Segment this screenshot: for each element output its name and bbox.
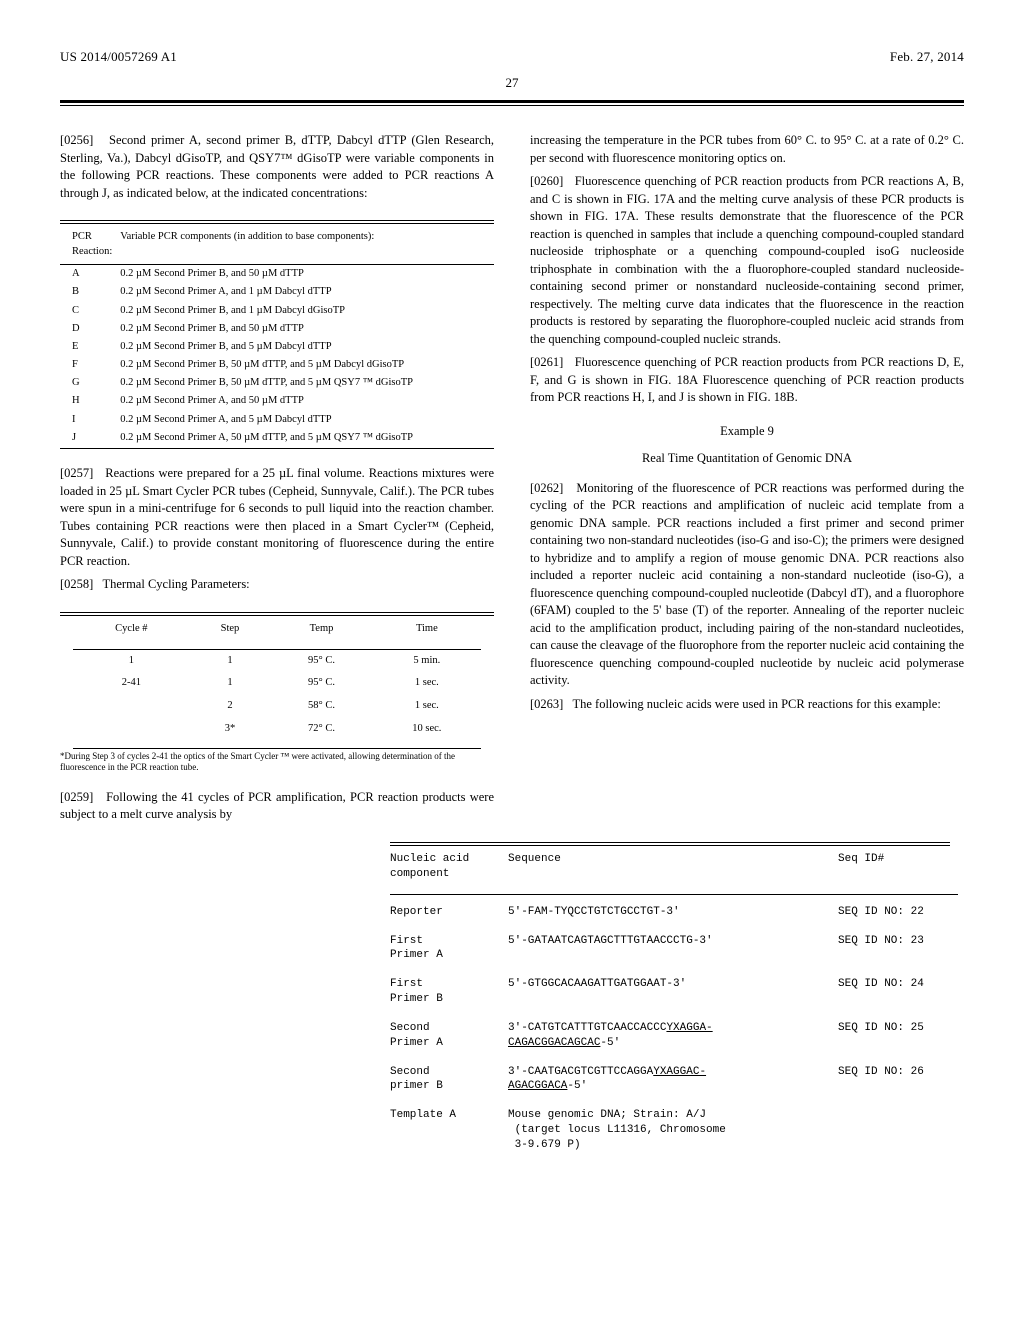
tbl2-r3c3: 58° C.: [270, 695, 372, 718]
tbl3-r1c2: 5'-FAM-TYQCCTGTCTGCCTGT-3': [508, 894, 838, 923]
body-columns: [0256] Second primer A, second primer B,…: [60, 132, 964, 830]
tbl3-r1c1: Reporter: [390, 894, 508, 923]
thermal-cycling-table-wrap: Cycle # Step Temp Time 1 1 95° C. 5 min.: [60, 612, 494, 773]
publication-date: Feb. 27, 2014: [890, 48, 964, 66]
tbl2-h-cycle: Cycle #: [73, 618, 190, 641]
left-column: [0256] Second primer A, second primer B,…: [60, 132, 494, 830]
tbl2-r1c1: 1: [73, 649, 190, 672]
tbl1-E-label: E: [60, 338, 116, 356]
tbl3-h1: Nucleic acidcomponent: [390, 848, 508, 886]
tbl1-G-val: 0.2 µM Second Primer B, 50 µM dTTP, and …: [116, 374, 494, 392]
nucleic-acids-table: Nucleic acidcomponent Sequence Seq ID# R…: [390, 848, 958, 1157]
tbl1-F-label: F: [60, 356, 116, 374]
tbl3-r1c3: SEQ ID NO: 22: [838, 894, 958, 923]
tbl2-r2c3: 95° C.: [270, 672, 372, 695]
example-9-label: Example 9: [530, 423, 964, 441]
tbl1-H-val: 0.2 µM Second Primer A, and 50 µM dTTP: [116, 392, 494, 410]
para-0257: [0257] Reactions were prepared for a 25 …: [60, 465, 494, 570]
tbl3-r5c1: Secondprimer B: [390, 1055, 508, 1099]
tbl1-C-label: C: [60, 302, 116, 320]
tbl1-head-label: PCR Reaction:: [60, 226, 116, 262]
thermal-cycling-table: Cycle # Step Temp Time 1 1 95° C. 5 min.: [73, 618, 481, 749]
header-rule: [60, 100, 964, 106]
pcr-components-table: PCR Reaction: Variable PCR components (i…: [60, 226, 494, 449]
tbl1-G-label: G: [60, 374, 116, 392]
tbl3-h2: Sequence: [508, 848, 838, 886]
tbl1-head-label-l2: Reaction:: [72, 246, 112, 257]
tbl2-r3c2: 2: [190, 695, 271, 718]
tbl1-A-val: 0.2 µM Second Primer B, and 50 µM dTTP: [116, 265, 494, 284]
tbl1-I-val: 0.2 µM Second Primer A, and 5 µM Dabcyl …: [116, 411, 494, 429]
tbl1-C-val: 0.2 µM Second Primer B, and 1 µM Dabcyl …: [116, 302, 494, 320]
tbl1-E-val: 0.2 µM Second Primer B, and 5 µM Dabcyl …: [116, 338, 494, 356]
tbl1-head-label-l1: PCR: [72, 231, 92, 242]
tbl1-F-val: 0.2 µM Second Primer B, 50 µM dTTP, and …: [116, 356, 494, 374]
para-0258: [0258] Thermal Cycling Parameters:: [60, 576, 494, 594]
tbl3-r5c3: SEQ ID NO: 26: [838, 1055, 958, 1099]
tbl3-r3c2: 5'-GTGGCACAAGATTGATGGAAT-3': [508, 967, 838, 1011]
tbl2-r3c4: 1 sec.: [373, 695, 481, 718]
tbl1-head-desc: Variable PCR components (in addition to …: [116, 226, 494, 262]
example-9-title: Real Time Quantitation of Genomic DNA: [530, 450, 964, 468]
para-0260: [0260] Fluorescence quenching of PCR rea…: [530, 173, 964, 348]
tbl3-r6c1: Template A: [390, 1098, 508, 1157]
tbl1-I-label: I: [60, 411, 116, 429]
tbl2-r2c4: 1 sec.: [373, 672, 481, 695]
nucleic-acids-table-wrap: Nucleic acidcomponent Sequence Seq ID# R…: [390, 842, 964, 1157]
para-0263: [0263] The following nucleic acids were …: [530, 696, 964, 714]
tbl3-r3c1: FirstPrimer B: [390, 967, 508, 1011]
para-0259: [0259] Following the 41 cycles of PCR am…: [60, 789, 494, 824]
tbl2-r4c4: 10 sec.: [373, 718, 481, 741]
tbl3-r3c3: SEQ ID NO: 24: [838, 967, 958, 1011]
right-column: increasing the temperature in the PCR tu…: [530, 132, 964, 830]
tbl2-r4c3: 72° C.: [270, 718, 372, 741]
tbl1-A-label: A: [60, 265, 116, 284]
tbl2-h-step: Step: [190, 618, 271, 641]
tbl2-h-time: Time: [373, 618, 481, 641]
tbl3-r4c3: SEQ ID NO: 25: [838, 1011, 958, 1055]
tbl2-footnote: *During Step 3 of cycles 2-41 the optics…: [60, 751, 494, 773]
tbl3-r6c3: [838, 1098, 958, 1157]
para-0256: [0256] Second primer A, second primer B,…: [60, 132, 494, 202]
tbl1-D-val: 0.2 µM Second Primer B, and 50 µM dTTP: [116, 320, 494, 338]
page-number: 27: [60, 74, 964, 92]
para-0262: [0262] Monitoring of the fluorescence of…: [530, 480, 964, 690]
page-header: US 2014/0057269 A1 Feb. 27, 2014: [60, 48, 964, 66]
tbl3-r2c1: FirstPrimer A: [390, 924, 508, 968]
tbl2-r3c1: [73, 695, 190, 718]
tbl1-B-label: B: [60, 283, 116, 301]
tbl1-H-label: H: [60, 392, 116, 410]
tbl3-r2c3: SEQ ID NO: 23: [838, 924, 958, 968]
tbl2-r2c2: 1: [190, 672, 271, 695]
tbl2-r1c4: 5 min.: [373, 649, 481, 672]
tbl3-r4c2: 3'-CATGTCATTTGTCAACCACCCYXAGGA-CAGACGGAC…: [508, 1011, 838, 1055]
tbl1-D-label: D: [60, 320, 116, 338]
tbl3-r5c2: 3'-CAATGACGTCGTTCCAGGAYXAGGAC-AGACGGACA-…: [508, 1055, 838, 1099]
tbl3-r4c1: SecondPrimer A: [390, 1011, 508, 1055]
patent-id: US 2014/0057269 A1: [60, 48, 177, 66]
tbl2-r4c1: [73, 718, 190, 741]
tbl3-r6c2: Mouse genomic DNA; Strain: A/J (target l…: [508, 1098, 838, 1157]
tbl1-B-val: 0.2 µM Second Primer A, and 1 µM Dabcyl …: [116, 283, 494, 301]
para-cont: increasing the temperature in the PCR tu…: [530, 132, 964, 167]
tbl2-r2c1: 2-41: [73, 672, 190, 695]
tbl2-h-temp: Temp: [270, 618, 372, 641]
tbl3-r2c2: 5'-GATAATCAGTAGCTTTGTAACCCTG-3': [508, 924, 838, 968]
tbl1-J-val: 0.2 µM Second Primer A, 50 µM dTTP, and …: [116, 429, 494, 447]
tbl2-r1c2: 1: [190, 649, 271, 672]
pcr-components-table-wrap: PCR Reaction: Variable PCR components (i…: [60, 220, 494, 449]
tbl3-h3: Seq ID#: [838, 848, 958, 886]
tbl2-r4c2: 3*: [190, 718, 271, 741]
para-0261: [0261] Fluorescence quenching of PCR rea…: [530, 354, 964, 407]
tbl2-r1c3: 95° C.: [270, 649, 372, 672]
tbl1-J-label: J: [60, 429, 116, 447]
